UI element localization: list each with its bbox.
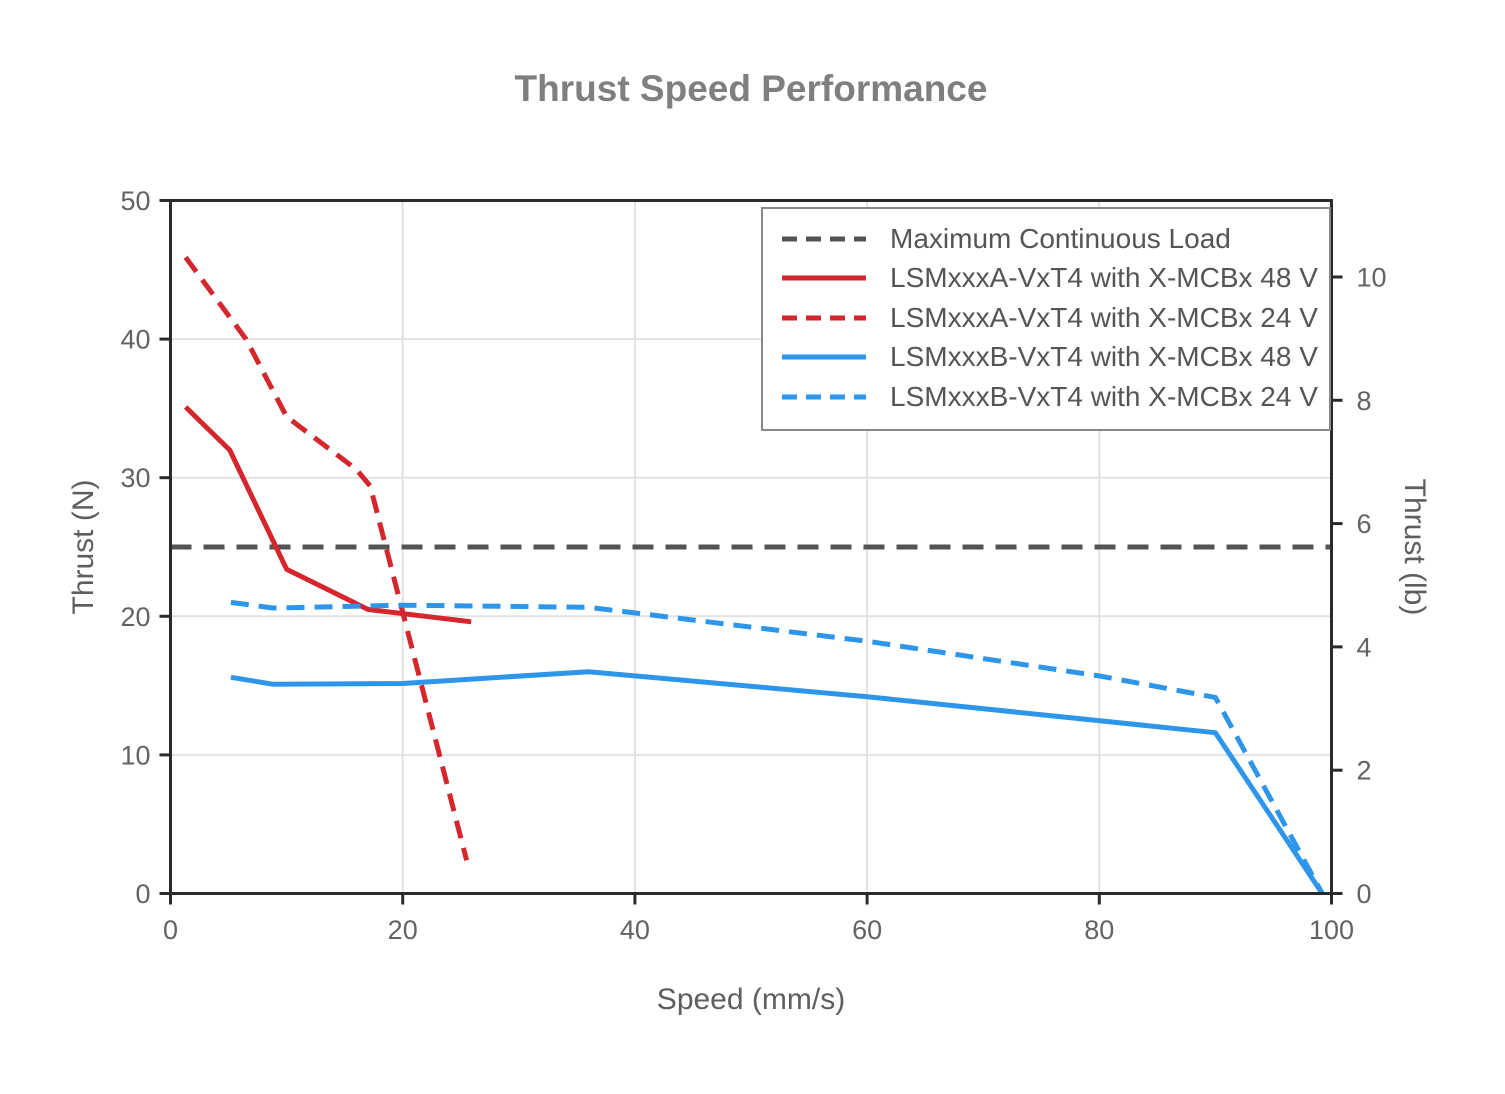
legend-swatch-dashed-line xyxy=(782,394,866,400)
series-line xyxy=(230,599,1325,895)
legend-label: LSMxxxA-VxT4 with X-MCBx 48 V xyxy=(890,262,1318,294)
x-axis-title: Speed (mm/s) xyxy=(656,983,846,1016)
x-tick-label: 0 xyxy=(163,915,178,945)
legend-label: LSMxxxA-VxT4 with X-MCBx 24 V xyxy=(890,301,1318,333)
legend-item: LSMxxxA-VxT4 with X-MCBx 24 V xyxy=(763,298,1329,338)
y-axis-title-right: Thrust (lb) xyxy=(1398,478,1431,616)
legend: Maximum Continuous Load LSMxxxA-VxT4 with… xyxy=(761,207,1331,431)
y-left-tick-label: 40 xyxy=(120,325,150,355)
y-right-tick-label: 4 xyxy=(1357,632,1372,662)
x-tick-label: 100 xyxy=(1309,915,1354,945)
legend-label: Maximum Continuous Load xyxy=(890,222,1231,254)
series-line xyxy=(183,405,472,625)
y-right-tick-label: 2 xyxy=(1357,756,1372,786)
y-right-tick-label: 0 xyxy=(1357,879,1372,909)
y-right-tick-label: 8 xyxy=(1357,386,1372,416)
legend-swatch-dashed-line xyxy=(782,236,866,242)
y-right-tick-label: 6 xyxy=(1357,509,1372,539)
x-tick-label: 40 xyxy=(620,915,650,945)
y-right-tick-label: 10 xyxy=(1357,262,1387,292)
y-left-tick-label: 20 xyxy=(120,602,150,632)
y-axis-title-left: Thrust (N) xyxy=(67,479,100,615)
legend-item: LSMxxxA-VxT4 with X-MCBx 48 V xyxy=(763,259,1329,299)
legend-item: LSMxxxB-VxT4 with X-MCBx 48 V xyxy=(763,338,1329,378)
chart-title: Thrust Speed Performance xyxy=(514,68,988,109)
legend-label: LSMxxxB-VxT4 with X-MCBx 24 V xyxy=(890,380,1318,412)
x-tick-label: 60 xyxy=(852,915,882,945)
plot-frame xyxy=(169,199,1333,895)
y-left-tick-label: 10 xyxy=(120,740,150,770)
legend-item: Maximum Continuous Load xyxy=(763,219,1329,259)
series-line xyxy=(230,669,1325,895)
legend-item: LSMxxxB-VxT4 with X-MCBx 24 V xyxy=(763,377,1329,417)
series-line xyxy=(183,255,470,861)
y-left-tick-label: 50 xyxy=(120,186,150,216)
y-left-tick-label: 30 xyxy=(120,463,150,493)
legend-swatch-dashed-line xyxy=(782,315,866,321)
x-tick-label: 20 xyxy=(388,915,418,945)
legend-swatch-solid-line xyxy=(782,354,866,360)
legend-swatch-solid-line xyxy=(782,275,866,281)
y-left-tick-label: 0 xyxy=(135,879,150,909)
legend-label: LSMxxxB-VxT4 with X-MCBx 48 V xyxy=(890,341,1318,373)
x-tick-label: 80 xyxy=(1084,915,1114,945)
